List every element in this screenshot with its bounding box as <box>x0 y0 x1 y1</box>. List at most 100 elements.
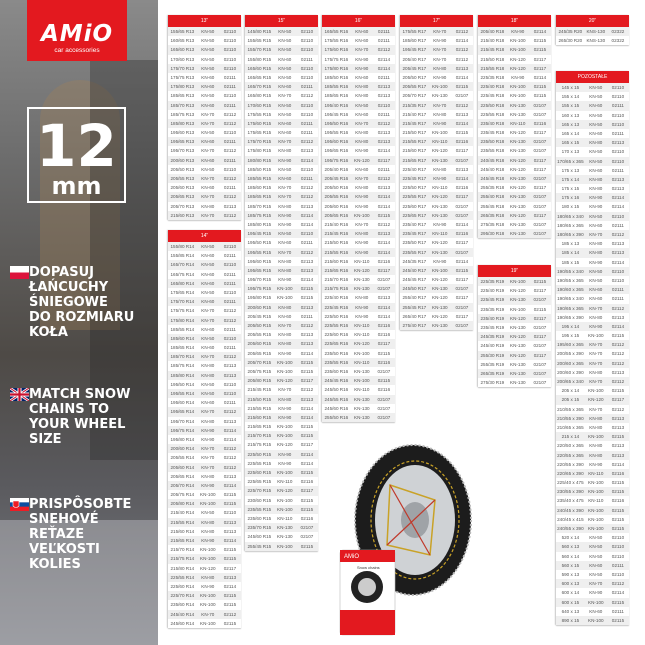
chain-model: KN-70 <box>589 360 603 366</box>
tire-size: 225/45 R16 <box>324 304 349 310</box>
product-code: 02113 <box>611 369 625 375</box>
tire-size: 235/40 x 475 <box>557 498 584 504</box>
chain-model: KN-100 <box>354 350 370 356</box>
product-code: 02111 <box>223 139 236 145</box>
product-code: 02107 <box>533 102 547 108</box>
tire-size: 195/80 R14 <box>170 436 195 442</box>
chain-model: KN-100 <box>200 556 216 562</box>
table-row: 195/65 R15 KN-80 02113 <box>245 265 318 276</box>
product-code: 02112 <box>223 409 237 415</box>
product-code: 02113 <box>300 267 314 273</box>
table-row: 185/80 R15 KN-90 02114 <box>245 220 318 229</box>
table-body: 225/35 R19 KN-100 02115 225/40 R19 KN-120 021… <box>478 277 551 387</box>
table-row: 215/60 R16 KN-110 02116 <box>322 257 395 266</box>
chain-model: KN-50 <box>201 391 215 396</box>
table-row: 210/55 x 365 KN-70 02112 <box>556 405 629 414</box>
product-code: 02111 <box>223 271 236 277</box>
chain-model: KN-120 <box>354 157 370 163</box>
table-row: 165/60 R13 KN-50 02110 <box>168 45 241 55</box>
product-code: 02111 <box>377 111 390 117</box>
tire-size: 225/40 R16 <box>324 295 349 301</box>
tire-size: 155/80 R14 <box>170 244 195 249</box>
chain-model: KN-80 <box>589 424 603 430</box>
product-code: 02117 <box>533 288 547 294</box>
tire-size: 225/50 R17 <box>402 185 427 191</box>
tire-size: 175/55 R16 <box>324 38 349 44</box>
tire-size: 185/55 R15 <box>247 176 272 181</box>
table-row: 185 x 15 KN-90 02114 <box>556 258 629 267</box>
chain-model: KN-90 <box>511 74 525 80</box>
product-code: 02110 <box>300 102 314 108</box>
product-code: 02114 <box>611 323 625 329</box>
product-code: 02114 <box>377 148 391 154</box>
tire-size: 235/40 R18 <box>480 120 505 126</box>
table-row: 200/65 x 340 KN-70 02112 <box>556 377 629 387</box>
table-row: 175/70 R13 KN-50 02110 <box>168 63 241 73</box>
tire-size: 175/65 R15 <box>247 130 272 136</box>
tire-size: 190/65 x 390 <box>557 314 584 320</box>
product-code: 02107 <box>533 194 547 200</box>
product-code: 02114 <box>377 240 391 246</box>
chain-model: KN-120 <box>277 488 293 494</box>
table-row: 175 x 14 KN-80 02113 <box>556 174 629 185</box>
product-code: 02110 <box>611 553 625 559</box>
tire-size: 205/50 R17 <box>402 74 427 80</box>
tire-size: 245/45 R18 <box>480 176 505 181</box>
product-code: 02111 <box>300 84 313 90</box>
chain-model: KN-70 <box>201 120 215 126</box>
chain-model: KN-100 <box>277 433 293 439</box>
chain-model: KN-90 <box>355 249 369 255</box>
product-code: 02115 <box>300 295 314 301</box>
chain-model: KN-120 <box>432 277 448 283</box>
tire-size: 185/60 R15 <box>247 185 272 191</box>
tire-size: 185/50 R15 <box>247 166 272 172</box>
product-code: 02117 <box>533 352 547 358</box>
table-row: 235/40 R17 KN-90 02114 <box>400 220 473 229</box>
product-code: 02115 <box>611 333 625 339</box>
chain-model: KN-50 <box>278 74 292 80</box>
tire-size: 185/60 R14 <box>170 335 195 341</box>
product-code: 02107 <box>533 148 547 154</box>
chain-model: KN-90 <box>355 194 369 200</box>
tire-size: 245/35 R17 <box>402 258 427 264</box>
chain-model: KN-120 <box>354 341 370 347</box>
table-row: 215/40 R16 KN-70 02112 <box>322 220 395 229</box>
product-code: 02113 <box>455 65 469 71</box>
chain-model: KN-100 <box>510 47 526 53</box>
tire-size: 215/60 R16 <box>324 258 349 264</box>
product-code: 02111 <box>611 222 624 228</box>
chain-model: KN-60 <box>201 326 215 332</box>
product-code: 02114 <box>455 38 469 44</box>
product-code: 02110 <box>223 47 237 53</box>
chain-model: KN-120 <box>277 378 293 384</box>
tire-size: 185/80 R14 <box>170 372 195 378</box>
table-row: 245/45 R18 KN-130 02107 <box>478 174 551 184</box>
size-table-tother: POZOSTAŁE 145 x 15 KN-50 02110 155 x 14 KN-50… <box>556 71 629 626</box>
product-code: 02115 <box>611 480 625 486</box>
table-row: 235/45 R18 KN-120 02117 <box>478 128 551 137</box>
table-row: 255/30 R19 KN-120 02117 <box>478 350 551 360</box>
tire-size: 205/45 R15 <box>247 313 272 319</box>
tire-size: 205/40 R16 <box>324 166 349 172</box>
table-row: 175/75 R16 KN-90 02114 <box>322 55 395 64</box>
product-code: 02117 <box>611 397 625 403</box>
table-row: 225/50 R18 KN-130 02107 <box>478 100 551 110</box>
product-box <box>339 549 396 636</box>
table-row: 200/60 R14 KN-70 02112 <box>168 444 241 454</box>
table-row: 215/50 R15 KN-80 02113 <box>245 394 318 404</box>
chain-model: KN-50 <box>278 111 292 117</box>
product-code: 02110 <box>611 535 625 541</box>
chain-model: KN-120 <box>510 65 526 71</box>
tire-size: 245/45 R17 <box>402 277 427 283</box>
tire-size: 215/55 R15 <box>247 405 272 411</box>
table-row: 210/65 x 365 KN-80 02113 <box>556 423 629 432</box>
tire-size: 225/65 R16 <box>324 341 349 347</box>
product-code: 02114 <box>455 258 469 264</box>
chain-model: KN-80 <box>589 415 603 421</box>
product-code: 02114 <box>533 74 547 80</box>
table-row: 205/55 R13 KN-70 02112 <box>168 174 241 184</box>
table-row: 205/55 R15 KN-80 02113 <box>245 330 318 339</box>
product-code: 02116 <box>611 498 625 504</box>
tire-size: 215/65 R17 <box>402 157 427 163</box>
chain-model: KN-110 <box>510 120 526 126</box>
